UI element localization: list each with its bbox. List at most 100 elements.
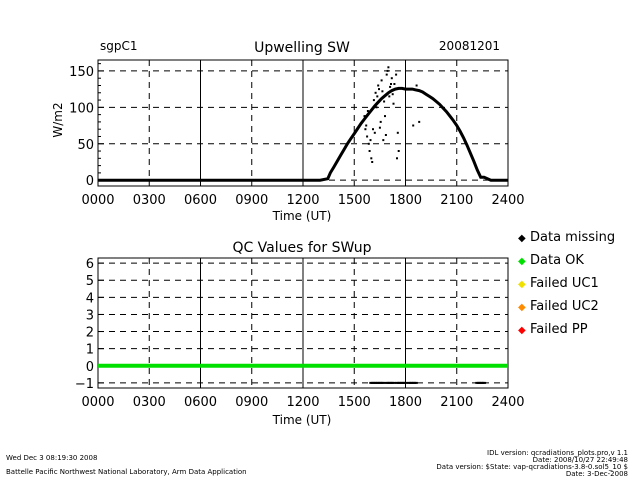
site-label: sgpC1 <box>100 39 138 53</box>
scatter-point <box>372 99 375 102</box>
bottom-y-tick-1: 0 <box>86 360 94 375</box>
bottom-x-tick-2400: 2400 <box>491 395 524 410</box>
footer-data-version: Data version: $State: vap-qcradiations-3… <box>436 463 628 471</box>
top-frame <box>97 59 509 187</box>
scatter-point <box>367 142 370 145</box>
scatter-point <box>378 126 381 129</box>
scatter-point <box>396 131 399 134</box>
scatter-point <box>368 150 371 152</box>
bottom-frame <box>97 257 509 389</box>
x-axis-label-top: Time (UT) <box>272 209 332 223</box>
bottom-x-tick-0300: 0300 <box>133 395 166 410</box>
bottom-x-tick-1200: 1200 <box>286 395 319 410</box>
bottom-y-tick-7: 6 <box>86 257 94 272</box>
missing-point <box>413 381 418 384</box>
scatter-point <box>370 157 373 160</box>
top-y-tick-2: 100 <box>69 101 94 116</box>
bottom-y-tick-0: −1 <box>75 377 94 392</box>
missing-point <box>482 381 487 384</box>
scatter-point <box>386 69 389 72</box>
bottom-y-tick-6: 5 <box>86 274 94 289</box>
scatter-point <box>391 93 394 96</box>
scatter-point <box>395 73 398 76</box>
scatter-point <box>372 128 374 131</box>
top-y-tick-1: 50 <box>77 138 94 153</box>
legend-label-0: Data missing <box>530 230 615 245</box>
top-x-tick-1500: 1500 <box>338 193 371 208</box>
scatter-point <box>390 83 392 85</box>
date-label: 20081201 <box>439 39 500 53</box>
top-x-tick-2400: 2400 <box>491 193 524 208</box>
scatter-point <box>387 66 390 69</box>
scatter-point <box>384 115 386 118</box>
footer-idl-version: IDL version: qcradiations_plots.pro,v 1.… <box>487 449 628 457</box>
scatter-point <box>369 139 372 142</box>
bottom-y-tick-5: 4 <box>86 291 94 306</box>
upwelling-sw-panel: 0000 0300 0600 0900 1200 1500 1800 2100 2400 0 50 1… <box>69 59 525 208</box>
missing-point <box>403 381 408 384</box>
top-y-tick-3: 150 <box>69 65 94 80</box>
scatter-point <box>379 120 382 123</box>
legend-marker-3: ◆ <box>518 302 526 313</box>
bottom-x-tick-1500: 1500 <box>338 395 371 410</box>
bottom-x-tick-0900: 0900 <box>235 395 268 410</box>
scatter-point <box>377 84 380 87</box>
scatter-point <box>392 102 395 105</box>
scatter-point <box>388 95 391 98</box>
legend-marker-2: ◆ <box>518 279 526 290</box>
scatter-point <box>389 85 392 88</box>
scatter-point <box>376 95 379 98</box>
footer-date2: Date: 3-Dec-2008 <box>566 470 628 478</box>
scatter-point <box>396 157 398 160</box>
chart-title-top: Upwelling SW <box>254 40 350 56</box>
chart-title-bottom: QC Values for SWup <box>232 240 371 256</box>
top-x-tick-1200: 1200 <box>286 193 319 208</box>
scatter-point <box>366 110 369 112</box>
bottom-x-tick-2100: 2100 <box>440 395 473 410</box>
bottom-x-tick-0000: 0000 <box>81 395 114 410</box>
legend: ◆ Data missing ◆ Data OK ◆ Failed UC1 ◆ Failed … <box>518 230 615 337</box>
scatter-point <box>375 106 378 109</box>
scatter-point <box>412 124 415 127</box>
footer-lab: Battelle Pacific Northwest National Labo… <box>6 468 247 476</box>
y-axis-label-top: W/m2 <box>51 102 65 137</box>
series-upwelling-sw-line <box>98 86 508 182</box>
scatter-point <box>418 120 421 123</box>
scatter-point <box>394 88 397 91</box>
scatter-point <box>374 91 377 94</box>
scatter-point <box>365 124 368 127</box>
top-x-tick-0600: 0600 <box>184 193 217 208</box>
scatter-point <box>371 161 374 163</box>
scatter-point <box>373 131 376 134</box>
footer-timestamp: Wed Dec 3 08:19:30 2008 <box>6 454 97 462</box>
bottom-y-tick-4: 3 <box>86 308 94 323</box>
scatter-point <box>393 83 396 85</box>
scatter-point <box>385 73 388 76</box>
bottom-y-tick-3: 2 <box>86 326 94 341</box>
legend-label-2: Failed UC1 <box>530 276 599 291</box>
legend-marker-1: ◆ <box>518 256 526 267</box>
top-x-tick-1800: 1800 <box>389 193 422 208</box>
qc-values-panel: 0000 0300 0600 0900 1200 1500 1800 2100 2400 −1 0 1… <box>75 257 525 410</box>
bottom-y-tick-2: 1 <box>86 343 94 358</box>
scatter-point <box>366 135 369 138</box>
top-x-tick-2100: 2100 <box>440 193 473 208</box>
scatter-point <box>390 77 393 80</box>
scatter-point <box>380 79 383 82</box>
missing-point <box>381 381 386 384</box>
scatter-point <box>378 88 380 91</box>
scatter-point <box>384 134 387 136</box>
scatter-point <box>397 150 400 152</box>
bottom-x-tick-1800: 1800 <box>389 395 422 410</box>
x-axis-label-bottom: Time (UT) <box>272 413 332 427</box>
scatter-point <box>364 128 367 131</box>
legend-marker-4: ◆ <box>518 325 526 336</box>
bottom-x-tick-0600: 0600 <box>184 395 217 410</box>
top-x-tick-0900: 0900 <box>235 193 268 208</box>
legend-marker-0: ◆ <box>518 233 526 244</box>
scatter-point <box>382 139 385 142</box>
legend-label-1: Data OK <box>530 253 584 268</box>
missing-point <box>391 381 396 384</box>
legend-label-4: Failed PP <box>530 322 588 337</box>
